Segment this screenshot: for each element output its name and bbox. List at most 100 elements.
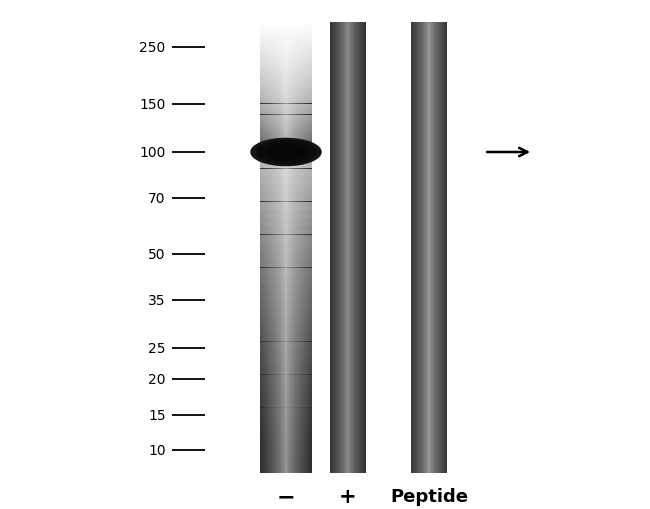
Bar	[257, 82, 315, 84]
Bar	[257, 89, 315, 91]
Bar	[258, 424, 314, 432]
Bar	[262, 23, 263, 473]
Bar	[257, 391, 315, 400]
Bar	[255, 60, 317, 63]
Bar	[255, 51, 317, 53]
Bar	[254, 25, 318, 27]
Bar	[255, 47, 317, 49]
Bar	[256, 301, 316, 309]
Bar	[258, 111, 314, 113]
Bar	[259, 122, 313, 124]
Bar	[255, 67, 317, 69]
Bar	[257, 84, 315, 87]
Bar	[255, 210, 317, 218]
Bar	[257, 100, 315, 102]
Bar	[254, 194, 318, 202]
Bar	[255, 235, 317, 243]
Bar	[257, 106, 315, 108]
Bar	[255, 251, 317, 260]
Bar	[255, 43, 317, 45]
Bar	[260, 153, 312, 155]
Bar	[254, 38, 318, 41]
Bar	[257, 102, 315, 104]
Bar	[260, 151, 312, 153]
Bar	[259, 139, 313, 142]
Text: +: +	[339, 486, 357, 506]
Bar	[254, 36, 318, 38]
Bar	[256, 317, 316, 325]
Bar	[255, 227, 317, 235]
Bar	[256, 78, 316, 80]
Bar	[257, 342, 315, 350]
Ellipse shape	[255, 140, 317, 165]
Bar	[257, 91, 315, 93]
Bar	[309, 23, 310, 473]
Text: 70: 70	[148, 191, 166, 206]
Bar	[254, 169, 318, 177]
Bar	[254, 186, 318, 194]
Bar	[258, 109, 314, 111]
Bar	[257, 366, 315, 375]
Bar	[294, 23, 295, 473]
Bar	[256, 76, 316, 78]
Bar	[275, 23, 276, 473]
Bar	[266, 23, 267, 473]
Text: 15: 15	[148, 408, 166, 422]
Bar	[255, 65, 317, 67]
Bar	[256, 309, 316, 317]
Bar	[278, 23, 279, 473]
Bar	[257, 416, 315, 424]
Bar	[257, 375, 315, 383]
Bar	[259, 128, 313, 131]
Bar	[256, 326, 316, 333]
Bar	[303, 23, 304, 473]
Bar	[258, 441, 314, 449]
Bar	[254, 30, 318, 32]
Text: 25: 25	[148, 342, 166, 356]
Text: 100: 100	[139, 146, 166, 160]
Bar	[283, 23, 284, 473]
Bar	[257, 350, 315, 358]
Bar	[257, 93, 315, 96]
Bar	[258, 118, 314, 120]
Bar	[257, 408, 315, 416]
Bar	[258, 116, 314, 118]
Bar	[254, 178, 318, 186]
Bar	[255, 56, 317, 58]
Bar	[254, 23, 318, 25]
Bar	[257, 98, 315, 100]
Bar	[258, 457, 314, 465]
Bar	[284, 23, 285, 473]
Bar	[254, 41, 318, 43]
Bar	[255, 54, 317, 56]
Bar	[256, 71, 316, 73]
Bar	[255, 260, 317, 268]
Bar	[254, 161, 318, 169]
Bar	[255, 285, 317, 293]
Bar	[254, 34, 318, 36]
Bar	[256, 334, 316, 342]
Text: −: −	[277, 486, 295, 506]
Bar	[255, 243, 317, 251]
Bar	[259, 142, 313, 144]
Bar	[281, 23, 282, 473]
Bar	[254, 202, 318, 210]
Bar	[256, 69, 316, 71]
Bar	[256, 73, 316, 76]
Ellipse shape	[265, 144, 307, 161]
Bar	[255, 276, 317, 284]
Bar	[257, 87, 315, 89]
Bar	[254, 153, 318, 161]
Bar	[255, 63, 317, 65]
Bar	[254, 27, 318, 30]
Bar	[255, 268, 317, 276]
Text: 50: 50	[148, 247, 166, 262]
Bar	[295, 23, 296, 473]
Text: 250: 250	[140, 41, 166, 55]
Bar	[290, 23, 291, 473]
Bar	[257, 383, 315, 391]
Text: 10: 10	[148, 443, 166, 458]
Bar	[273, 23, 274, 473]
Bar	[259, 131, 313, 133]
Bar	[255, 58, 317, 60]
